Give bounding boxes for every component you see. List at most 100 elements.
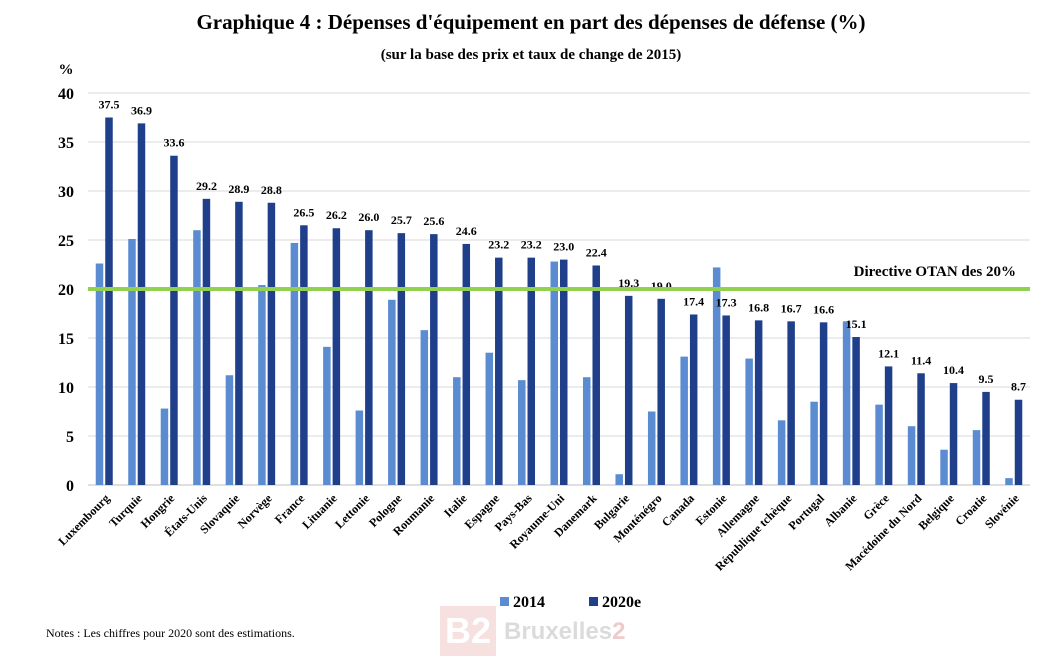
watermark-text: Bruxelles2 xyxy=(504,618,625,646)
bar-2020e xyxy=(819,322,828,485)
category-label: Luxembourg xyxy=(55,491,112,548)
bar-2020e xyxy=(722,315,730,485)
bar-2014 xyxy=(940,449,948,485)
chart-title: Graphique 4 : Dépenses d'équipement en p… xyxy=(196,10,866,34)
data-label: 22.4 xyxy=(586,245,607,259)
bar-2014 xyxy=(518,380,526,485)
data-label: 19.3 xyxy=(618,276,639,290)
data-label: 16.8 xyxy=(748,300,769,314)
watermark-text-main: Bruxelles xyxy=(504,618,613,645)
bar-2014 xyxy=(323,346,331,485)
bar-2014 xyxy=(388,299,396,485)
bar-2014 xyxy=(712,267,721,485)
bar-2020e xyxy=(592,265,600,485)
bar-2014 xyxy=(193,230,201,485)
bar-2014 xyxy=(1005,478,1013,485)
bar-2014 xyxy=(160,408,169,485)
y-tick-label: 30 xyxy=(58,184,74,201)
bar-2014 xyxy=(355,410,364,485)
bar-2020e xyxy=(689,314,698,485)
data-label: 24.6 xyxy=(456,224,477,238)
bar-2020e xyxy=(105,117,113,485)
y-tick-label: 25 xyxy=(58,233,74,250)
y-tick-label: 0 xyxy=(66,478,74,495)
data-label: 25.6 xyxy=(423,214,444,228)
category-label: Albanie xyxy=(821,491,860,530)
bruxelles2-watermark-logo: B2 Bruxelles2 xyxy=(440,604,630,658)
bar-2020e xyxy=(137,123,146,485)
y-tick-label: 5 xyxy=(66,429,74,446)
bar-2020e xyxy=(202,198,211,485)
bar-2014 xyxy=(582,377,591,485)
bar-2020e xyxy=(657,298,665,485)
bar-2014 xyxy=(95,263,104,485)
bar-2020e xyxy=(560,259,568,485)
data-label: 10.4 xyxy=(943,363,964,377)
bar-2014 xyxy=(875,404,883,485)
category-label: Belgique xyxy=(915,491,957,533)
bar-2020e xyxy=(917,373,925,485)
data-label: 8.7 xyxy=(1011,380,1026,394)
data-label: 25.7 xyxy=(391,213,412,227)
y-tick-label: 10 xyxy=(58,380,74,397)
bar-2014 xyxy=(777,420,786,485)
bar-2020e xyxy=(365,230,373,485)
data-label: 26.2 xyxy=(326,208,347,222)
data-label: 23.2 xyxy=(521,238,542,252)
category-label: Italie xyxy=(441,491,470,520)
bar-2014 xyxy=(420,330,429,485)
data-label: 15.1 xyxy=(846,317,867,331)
legend-swatch-2014 xyxy=(500,597,509,606)
bar-2014 xyxy=(550,261,558,485)
bar-2014 xyxy=(842,321,851,485)
y-axis-unit-label: % xyxy=(59,62,74,78)
y-tick-label: 15 xyxy=(58,331,74,348)
bar-2020e xyxy=(170,155,178,485)
data-label: 17.3 xyxy=(716,295,737,309)
data-label: 9.5 xyxy=(979,372,994,386)
data-label: 28.9 xyxy=(228,182,249,196)
bar-2020e xyxy=(300,225,308,486)
bar-2014 xyxy=(745,358,753,485)
data-label: 12.1 xyxy=(878,346,899,360)
bar-2014 xyxy=(485,352,494,485)
bar-2020e xyxy=(430,234,438,485)
bar-2014 xyxy=(258,285,266,485)
category-label: Turquie xyxy=(106,491,145,530)
bar-2014 xyxy=(225,375,234,485)
data-label: 26.5 xyxy=(293,205,314,219)
data-label: 33.6 xyxy=(163,136,184,150)
bar-2020e xyxy=(397,233,406,485)
bar-2020e xyxy=(462,243,471,485)
bar-2020e xyxy=(884,366,893,485)
bar-2020e xyxy=(787,321,795,485)
data-label: 11.4 xyxy=(911,353,931,367)
bar-2020e xyxy=(949,383,958,485)
bar-2020e xyxy=(624,295,633,485)
y-tick-label: 20 xyxy=(58,282,74,299)
bar-2014 xyxy=(647,411,656,485)
data-label: 16.7 xyxy=(781,301,802,315)
bar-2014 xyxy=(453,377,461,485)
data-label: 26.0 xyxy=(358,210,379,224)
category-label: Canada xyxy=(659,491,697,529)
bar-2014 xyxy=(972,430,981,485)
bar-2020e xyxy=(332,228,341,486)
category-label: Slovénie xyxy=(982,491,1023,532)
data-label: 37.5 xyxy=(98,98,119,112)
category-label: Lituanie xyxy=(299,491,340,532)
data-label: 23.2 xyxy=(488,238,509,252)
bar-2020e xyxy=(267,202,276,485)
data-label: 29.2 xyxy=(196,179,217,193)
y-tick-label: 40 xyxy=(58,86,74,103)
category-label: Portugal xyxy=(785,491,827,533)
legend-label-2020e: 2020e xyxy=(602,594,641,611)
data-label: 28.8 xyxy=(261,183,282,197)
bar-2014 xyxy=(907,426,916,485)
data-label: 23.0 xyxy=(553,240,574,254)
bar-2020e xyxy=(754,320,763,485)
bar-2020e xyxy=(235,201,243,485)
bar-2020e xyxy=(852,337,860,485)
data-label: 16.6 xyxy=(813,302,834,316)
category-label: Lettonie xyxy=(332,491,373,532)
